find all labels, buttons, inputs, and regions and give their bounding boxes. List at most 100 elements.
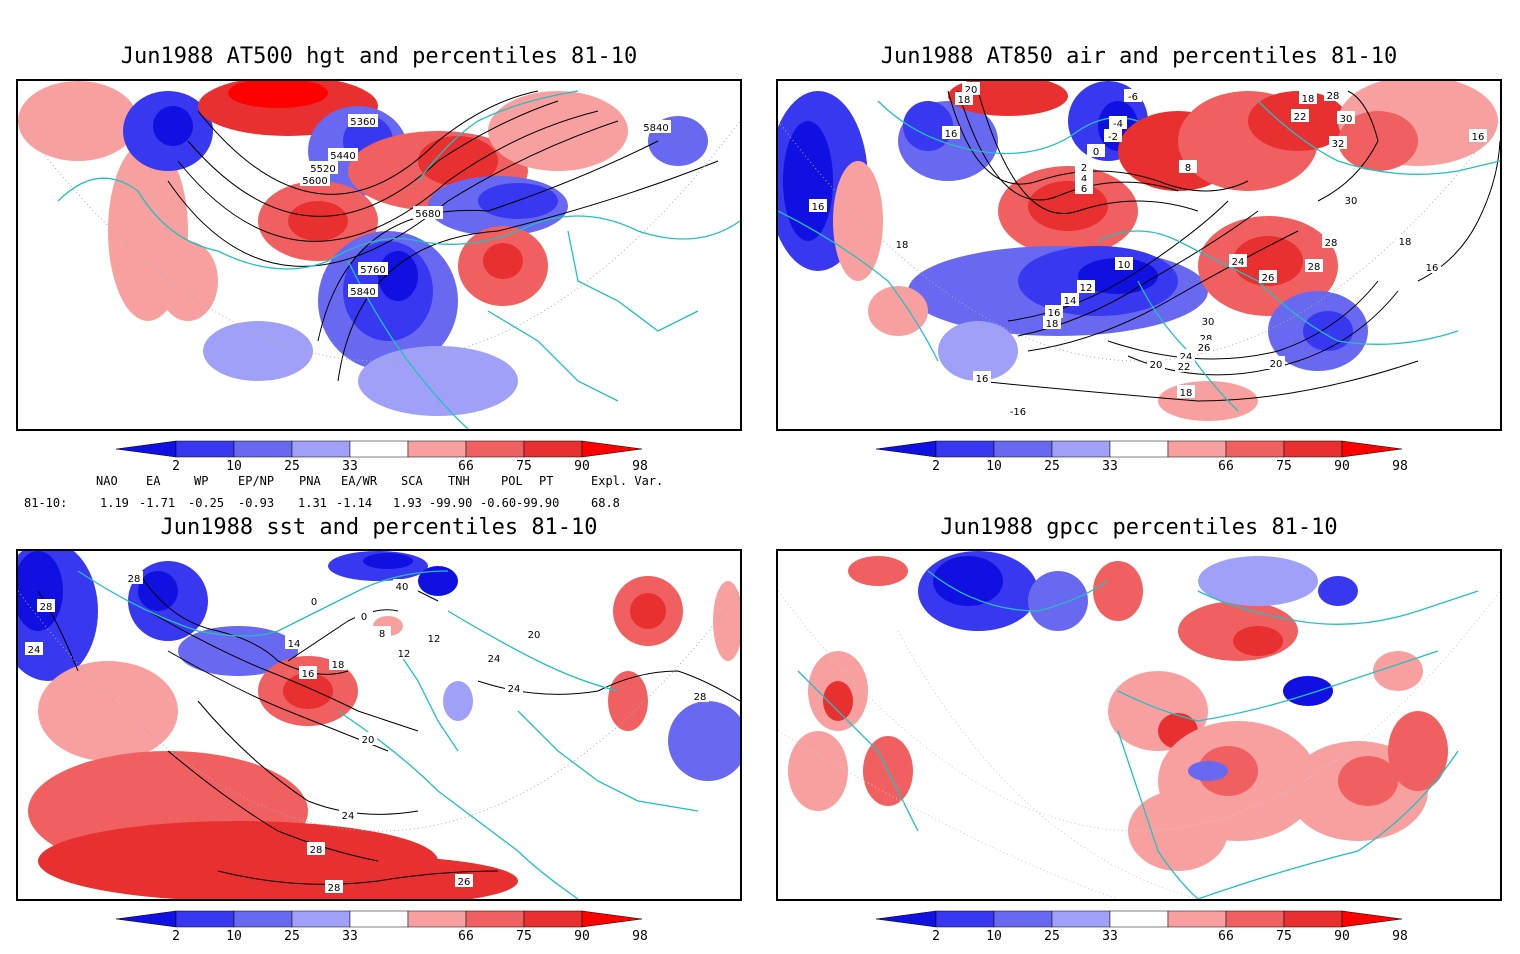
colorbar-segment bbox=[407, 440, 467, 458]
svg-text:28: 28 bbox=[694, 692, 707, 703]
colorbar-tick-label: 98 bbox=[1392, 459, 1408, 474]
svg-text:30: 30 bbox=[1340, 114, 1353, 125]
index-value: -99.90 bbox=[516, 496, 560, 510]
colorbar-arrow-left bbox=[875, 440, 937, 458]
coastlines bbox=[77, 570, 699, 899]
colorbar-segment bbox=[465, 910, 525, 928]
index-header: EA/WR bbox=[341, 474, 378, 488]
colorbar-arrow-left bbox=[115, 440, 177, 458]
svg-text:8: 8 bbox=[379, 629, 385, 640]
svg-text:16: 16 bbox=[302, 669, 315, 680]
svg-text:28: 28 bbox=[1200, 334, 1213, 345]
map-panel-hgt500: 5360 5440 5520 5600 5680 5760 5840 5840 bbox=[16, 79, 742, 431]
percentile-shading bbox=[18, 551, 740, 899]
colorbar-tick-label: 2 bbox=[932, 459, 940, 474]
colorbar-arrow-right bbox=[581, 440, 643, 458]
colorbar-tick-label: 90 bbox=[574, 929, 590, 944]
panel-title-gpcc: Jun1988 gpcc percentiles 81-10 bbox=[940, 515, 1338, 540]
colorbar-tick-label: 10 bbox=[226, 929, 242, 944]
colorbar-segment bbox=[291, 440, 351, 458]
colorbar-tick-label: 66 bbox=[458, 929, 474, 944]
svg-text:5840: 5840 bbox=[643, 123, 668, 134]
colorbar-segment bbox=[233, 440, 293, 458]
colorbar-tick-label: 25 bbox=[284, 929, 300, 944]
index-value: -99.90 bbox=[429, 496, 473, 510]
colorbar-tick-label: 33 bbox=[342, 459, 358, 474]
teleconnection-indices: NAO EA WP EP/NP PNA EA/WR SCA TNH POL PT… bbox=[16, 474, 716, 514]
svg-text:26: 26 bbox=[1198, 343, 1211, 354]
colorbar-segment bbox=[407, 910, 467, 928]
svg-text:28: 28 bbox=[40, 602, 53, 613]
index-value: -0.25 bbox=[188, 496, 225, 510]
colorbar-segment bbox=[935, 910, 995, 928]
index-row-label: 81-10: bbox=[24, 496, 68, 510]
index-header: EA bbox=[146, 474, 161, 488]
colorbar-tick-label: 98 bbox=[632, 459, 648, 474]
svg-text:5360: 5360 bbox=[350, 117, 375, 128]
svg-text:24: 24 bbox=[342, 811, 355, 822]
svg-text:16: 16 bbox=[812, 202, 825, 213]
colorbar-tick-label: 98 bbox=[632, 929, 648, 944]
svg-text:20: 20 bbox=[528, 630, 541, 641]
colorbar-air850: 2 10 25 33 66 75 90 98 bbox=[875, 440, 1408, 484]
svg-text:16: 16 bbox=[1426, 263, 1439, 274]
colorbar-arrow-left bbox=[875, 910, 937, 928]
colorbar-segment bbox=[175, 440, 235, 458]
colorbar-segment bbox=[1051, 440, 1111, 458]
colorbar-segment bbox=[1167, 910, 1227, 928]
colorbar-tick-label: 75 bbox=[516, 459, 532, 474]
svg-text:14: 14 bbox=[288, 639, 301, 650]
map-panel-sst: 28 28 24 0 0 40 8 14 16 18 12 12 20 20 2… bbox=[16, 549, 742, 901]
svg-text:2: 2 bbox=[1081, 163, 1087, 174]
colorbar-segment bbox=[291, 910, 351, 928]
svg-text:28: 28 bbox=[310, 845, 323, 856]
svg-text:30: 30 bbox=[1202, 317, 1215, 328]
svg-text:22: 22 bbox=[1294, 112, 1307, 123]
svg-text:18: 18 bbox=[958, 95, 971, 106]
colorbar-segment bbox=[1283, 910, 1343, 928]
colorbar-segment bbox=[1109, 910, 1169, 928]
colorbar-segment bbox=[1167, 440, 1227, 458]
colorbar-segment bbox=[523, 440, 583, 458]
index-header: Expl. Var. bbox=[591, 474, 664, 488]
svg-text:5440: 5440 bbox=[330, 151, 355, 162]
colorbar-arrow-right bbox=[1341, 910, 1403, 928]
colorbar-tick-label: 10 bbox=[986, 929, 1002, 944]
colorbar-tick-label: 75 bbox=[516, 929, 532, 944]
colorbar-tick-label: 66 bbox=[458, 459, 474, 474]
svg-text:-4: -4 bbox=[1113, 119, 1123, 130]
graticule bbox=[778, 590, 1500, 899]
svg-text:18: 18 bbox=[1180, 388, 1193, 399]
colorbar-graphic: 2 10 25 33 66 75 90 98 bbox=[115, 440, 648, 474]
colorbar-tick-label: 90 bbox=[574, 459, 590, 474]
svg-text:5600: 5600 bbox=[302, 176, 327, 187]
svg-text:0: 0 bbox=[311, 597, 317, 608]
colorbar-segment bbox=[349, 910, 409, 928]
svg-text:6: 6 bbox=[1081, 184, 1087, 195]
colorbar-arrow-right bbox=[581, 910, 643, 928]
index-value: -0.93 bbox=[238, 496, 275, 510]
svg-text:18: 18 bbox=[896, 240, 909, 251]
svg-text:5760: 5760 bbox=[360, 265, 385, 276]
svg-text:20: 20 bbox=[362, 735, 375, 746]
svg-text:12: 12 bbox=[1080, 283, 1093, 294]
svg-text:22: 22 bbox=[1178, 362, 1191, 373]
svg-text:26: 26 bbox=[1262, 273, 1275, 284]
colorbar-arrow-right bbox=[1341, 440, 1403, 458]
svg-text:24: 24 bbox=[508, 684, 521, 695]
colorbar-segment bbox=[935, 440, 995, 458]
svg-text:32: 32 bbox=[1332, 139, 1345, 150]
panel-title-hgt500: Jun1988 AT500 hgt and percentiles 81-10 bbox=[120, 44, 638, 69]
svg-text:24: 24 bbox=[1180, 352, 1193, 363]
colorbar-tick-label: 2 bbox=[172, 459, 180, 474]
svg-text:28: 28 bbox=[328, 883, 341, 894]
colorbar-tick-label: 25 bbox=[1044, 929, 1060, 944]
index-header: TNH bbox=[448, 474, 470, 488]
index-value: -0.60 bbox=[480, 496, 517, 510]
svg-text:24: 24 bbox=[28, 645, 41, 656]
svg-text:24: 24 bbox=[1232, 257, 1245, 268]
svg-text:18: 18 bbox=[1399, 237, 1412, 248]
colorbar-tick-label: 75 bbox=[1276, 459, 1292, 474]
svg-text:4: 4 bbox=[1081, 174, 1087, 185]
colorbar-tick-label: 10 bbox=[986, 459, 1002, 474]
